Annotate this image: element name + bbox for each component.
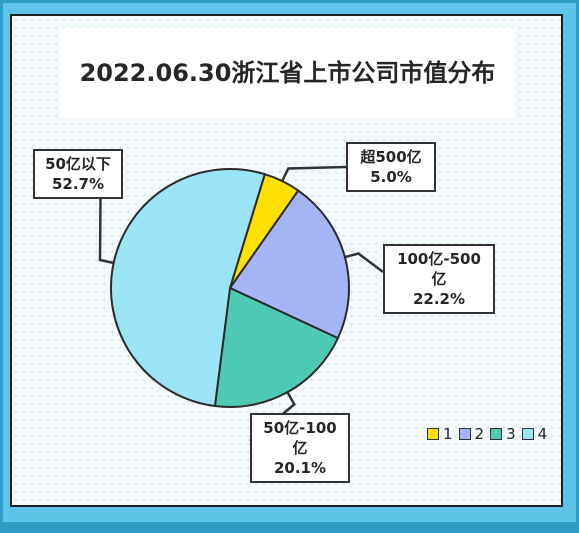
slice-name-line: 超500亿 <box>360 148 422 166</box>
legend-swatch <box>521 428 534 440</box>
legend-item: 4 <box>521 425 548 443</box>
slice-name-line: 50亿以下 <box>45 155 111 173</box>
legend-label: 1 <box>443 425 453 443</box>
slice-percent: 22.2% <box>412 290 466 308</box>
slice-percent: 20.1% <box>273 459 327 477</box>
leader-line-over-500 <box>281 165 347 182</box>
slice-label-under-50: 50亿以下 52.7% <box>33 149 123 199</box>
legend-swatch <box>427 428 439 440</box>
slice-percent: 5.0% <box>370 168 412 186</box>
legend-swatch <box>458 428 471 440</box>
slice-name-line: 亿 <box>431 270 447 288</box>
slice-label-over-500: 超500亿 5.0% <box>346 142 436 192</box>
pie-slices <box>110 167 350 408</box>
legend-label: 4 <box>537 425 548 443</box>
slice-name-line: 100亿-500 <box>397 250 481 268</box>
legend-item: 2 <box>458 425 485 443</box>
slice-name-line: 50亿-100 <box>263 419 337 437</box>
slice-name-line: 亿 <box>292 439 308 457</box>
legend-item: 3 <box>490 425 516 443</box>
slice-label-50-100: 50亿-100 亿 20.1% <box>250 413 350 483</box>
chart-title: 2022.06.30浙江省上市公司市值分布 <box>79 59 496 87</box>
pie-slice-50-100 <box>213 287 339 408</box>
legend-label: 2 <box>474 425 485 443</box>
slice-label-100-500: 100亿-500 亿 22.2% <box>383 244 495 314</box>
legend-item: 1 <box>427 425 453 443</box>
leader-line-under-50 <box>98 198 114 265</box>
slice-percent: 52.7% <box>51 175 105 193</box>
legend: 1 2 3 4 <box>427 424 553 444</box>
pie-slice-under-50 <box>110 167 266 408</box>
legend-label: 3 <box>506 425 516 443</box>
legend-swatch <box>490 428 503 440</box>
leader-lines <box>98 165 384 442</box>
title-box: 2022.06.30浙江省上市公司市值分布 <box>60 28 515 118</box>
leader-line-100-500 <box>344 252 384 273</box>
